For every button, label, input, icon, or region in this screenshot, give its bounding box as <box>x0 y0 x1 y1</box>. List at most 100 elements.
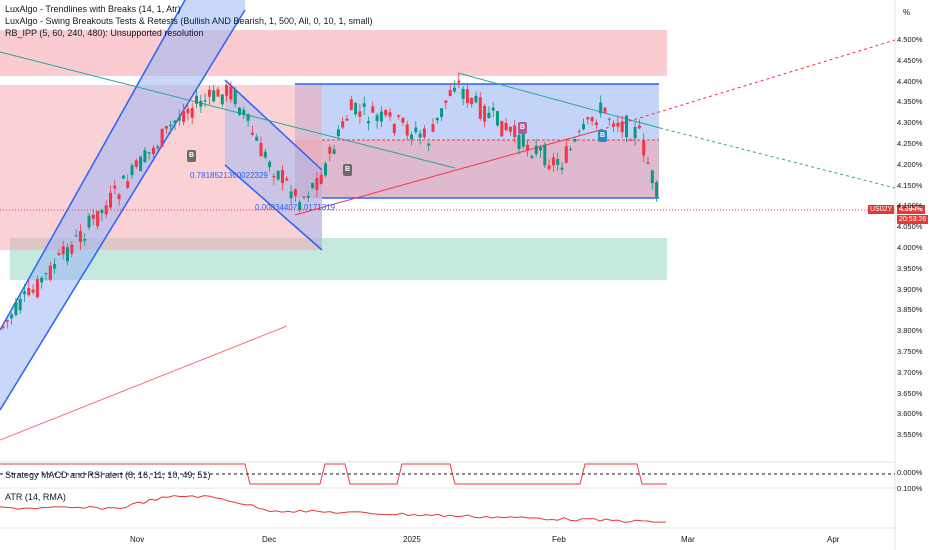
bar-countdown: 20:53:26 <box>897 215 929 224</box>
candle-body <box>156 146 160 149</box>
macd-axis-tick: 0.000% <box>897 468 923 477</box>
legend-swing-breakouts[interactable]: LuxAlgo - Swing Breakouts Tests & Retest… <box>5 16 373 26</box>
candle-body <box>487 112 491 119</box>
candle-body <box>530 156 534 158</box>
axis-unit[interactable]: % <box>903 8 911 17</box>
trendline-teal-down[interactable] <box>0 51 456 169</box>
candle-body <box>582 123 585 130</box>
candle-body <box>18 298 22 311</box>
candle-body <box>427 143 431 146</box>
candle-body <box>319 174 323 184</box>
candle-body <box>513 125 517 138</box>
candle-body <box>461 88 465 99</box>
candle-body <box>431 124 435 132</box>
price-axis-tick: 3.600% <box>897 409 923 419</box>
candle-body <box>78 231 82 243</box>
candle-body <box>255 136 259 141</box>
resistance-zone <box>0 30 667 76</box>
candle-body <box>336 129 340 137</box>
time-axis-tick: 2025 <box>403 535 421 544</box>
candle-body <box>225 85 229 96</box>
candle-body <box>130 165 134 176</box>
trendline-red-up[interactable] <box>294 129 601 216</box>
last-price-label: 4.094% <box>897 205 925 214</box>
price-axis-tick: 3.950% <box>897 263 923 273</box>
candle-body <box>453 87 456 92</box>
down-channel-bottom[interactable] <box>224 164 323 251</box>
time-axis-tick: Mar <box>681 535 695 544</box>
candle-body <box>444 100 448 103</box>
candle-body <box>169 124 173 127</box>
candle-body <box>354 102 358 115</box>
candle-body <box>465 89 469 104</box>
legend-rb-ipp[interactable]: RB_IPP (5, 60, 240, 480): Unsupported re… <box>5 28 204 38</box>
candle-body <box>448 89 452 96</box>
up-channel-bottom[interactable] <box>0 9 246 411</box>
candle-body <box>190 107 194 118</box>
candle-body <box>173 120 177 123</box>
candle-body <box>186 108 190 114</box>
price-axis-tick: 3.850% <box>897 305 923 315</box>
candle-body <box>646 162 650 164</box>
candle-body <box>629 139 633 141</box>
price-axis-tick: 3.650% <box>897 388 923 398</box>
candlesticks[interactable] <box>1 73 659 330</box>
candle-body <box>367 121 370 124</box>
candle-body <box>289 191 293 199</box>
symbol-label: US02Y <box>868 205 895 214</box>
candle-body <box>302 196 306 198</box>
breakout-b-marker[interactable]: B <box>187 150 196 162</box>
candle-body <box>551 157 555 166</box>
candle-body <box>203 100 207 102</box>
candle-body <box>410 134 413 140</box>
candle-body <box>650 170 654 184</box>
candle-body <box>238 107 241 115</box>
candle-body <box>134 160 138 167</box>
candle-body <box>539 147 542 151</box>
up-channel-top[interactable] <box>0 0 186 331</box>
candle-body <box>31 289 35 293</box>
candle-body <box>212 90 216 102</box>
atr-line[interactable] <box>0 495 666 523</box>
candle-body <box>564 146 568 163</box>
trendline-red-long[interactable] <box>0 325 288 441</box>
candle-body <box>401 117 405 123</box>
candle-body <box>633 127 637 139</box>
candle-body <box>577 130 581 132</box>
candle-body <box>418 133 422 138</box>
candle-body <box>44 273 48 275</box>
candle-body <box>70 244 74 254</box>
candle-body <box>53 264 57 269</box>
candle-body <box>117 194 121 200</box>
candle-body <box>422 128 426 138</box>
candle-body <box>14 302 18 315</box>
candle-body <box>470 97 474 105</box>
breakout-b-marker[interactable]: B <box>598 130 607 142</box>
candle-body <box>40 277 44 283</box>
breakout-b-marker[interactable]: B <box>343 164 352 176</box>
macd-pane-title[interactable]: Strategy MACD and RSI alert (8, 16, 11, … <box>5 470 211 480</box>
candle-body <box>496 111 499 126</box>
price-axis-tick: 4.200% <box>897 159 923 169</box>
candle-body <box>311 183 315 189</box>
candle-body <box>285 178 289 181</box>
candle-body <box>177 116 181 121</box>
candle-body <box>483 105 487 122</box>
breakout-b-marker[interactable]: B <box>518 122 527 134</box>
candle-body <box>48 265 52 280</box>
candle-body <box>87 215 91 228</box>
candle-body <box>246 114 250 121</box>
candle-body <box>547 165 551 169</box>
macd-strategy-line[interactable] <box>0 463 667 485</box>
down-channel-top[interactable] <box>224 79 323 171</box>
price-axis-tick: 4.000% <box>897 243 923 252</box>
candle-body <box>603 107 607 113</box>
candle-body <box>526 144 530 151</box>
candle-body <box>616 122 620 127</box>
candle-body <box>397 115 401 117</box>
legend-trendlines[interactable]: LuxAlgo - Trendlines with Breaks (14, 1,… <box>5 4 181 14</box>
candle-body <box>375 115 379 122</box>
candle-body <box>379 111 383 122</box>
atr-pane-title[interactable]: ATR (14, RMA) <box>5 492 66 502</box>
